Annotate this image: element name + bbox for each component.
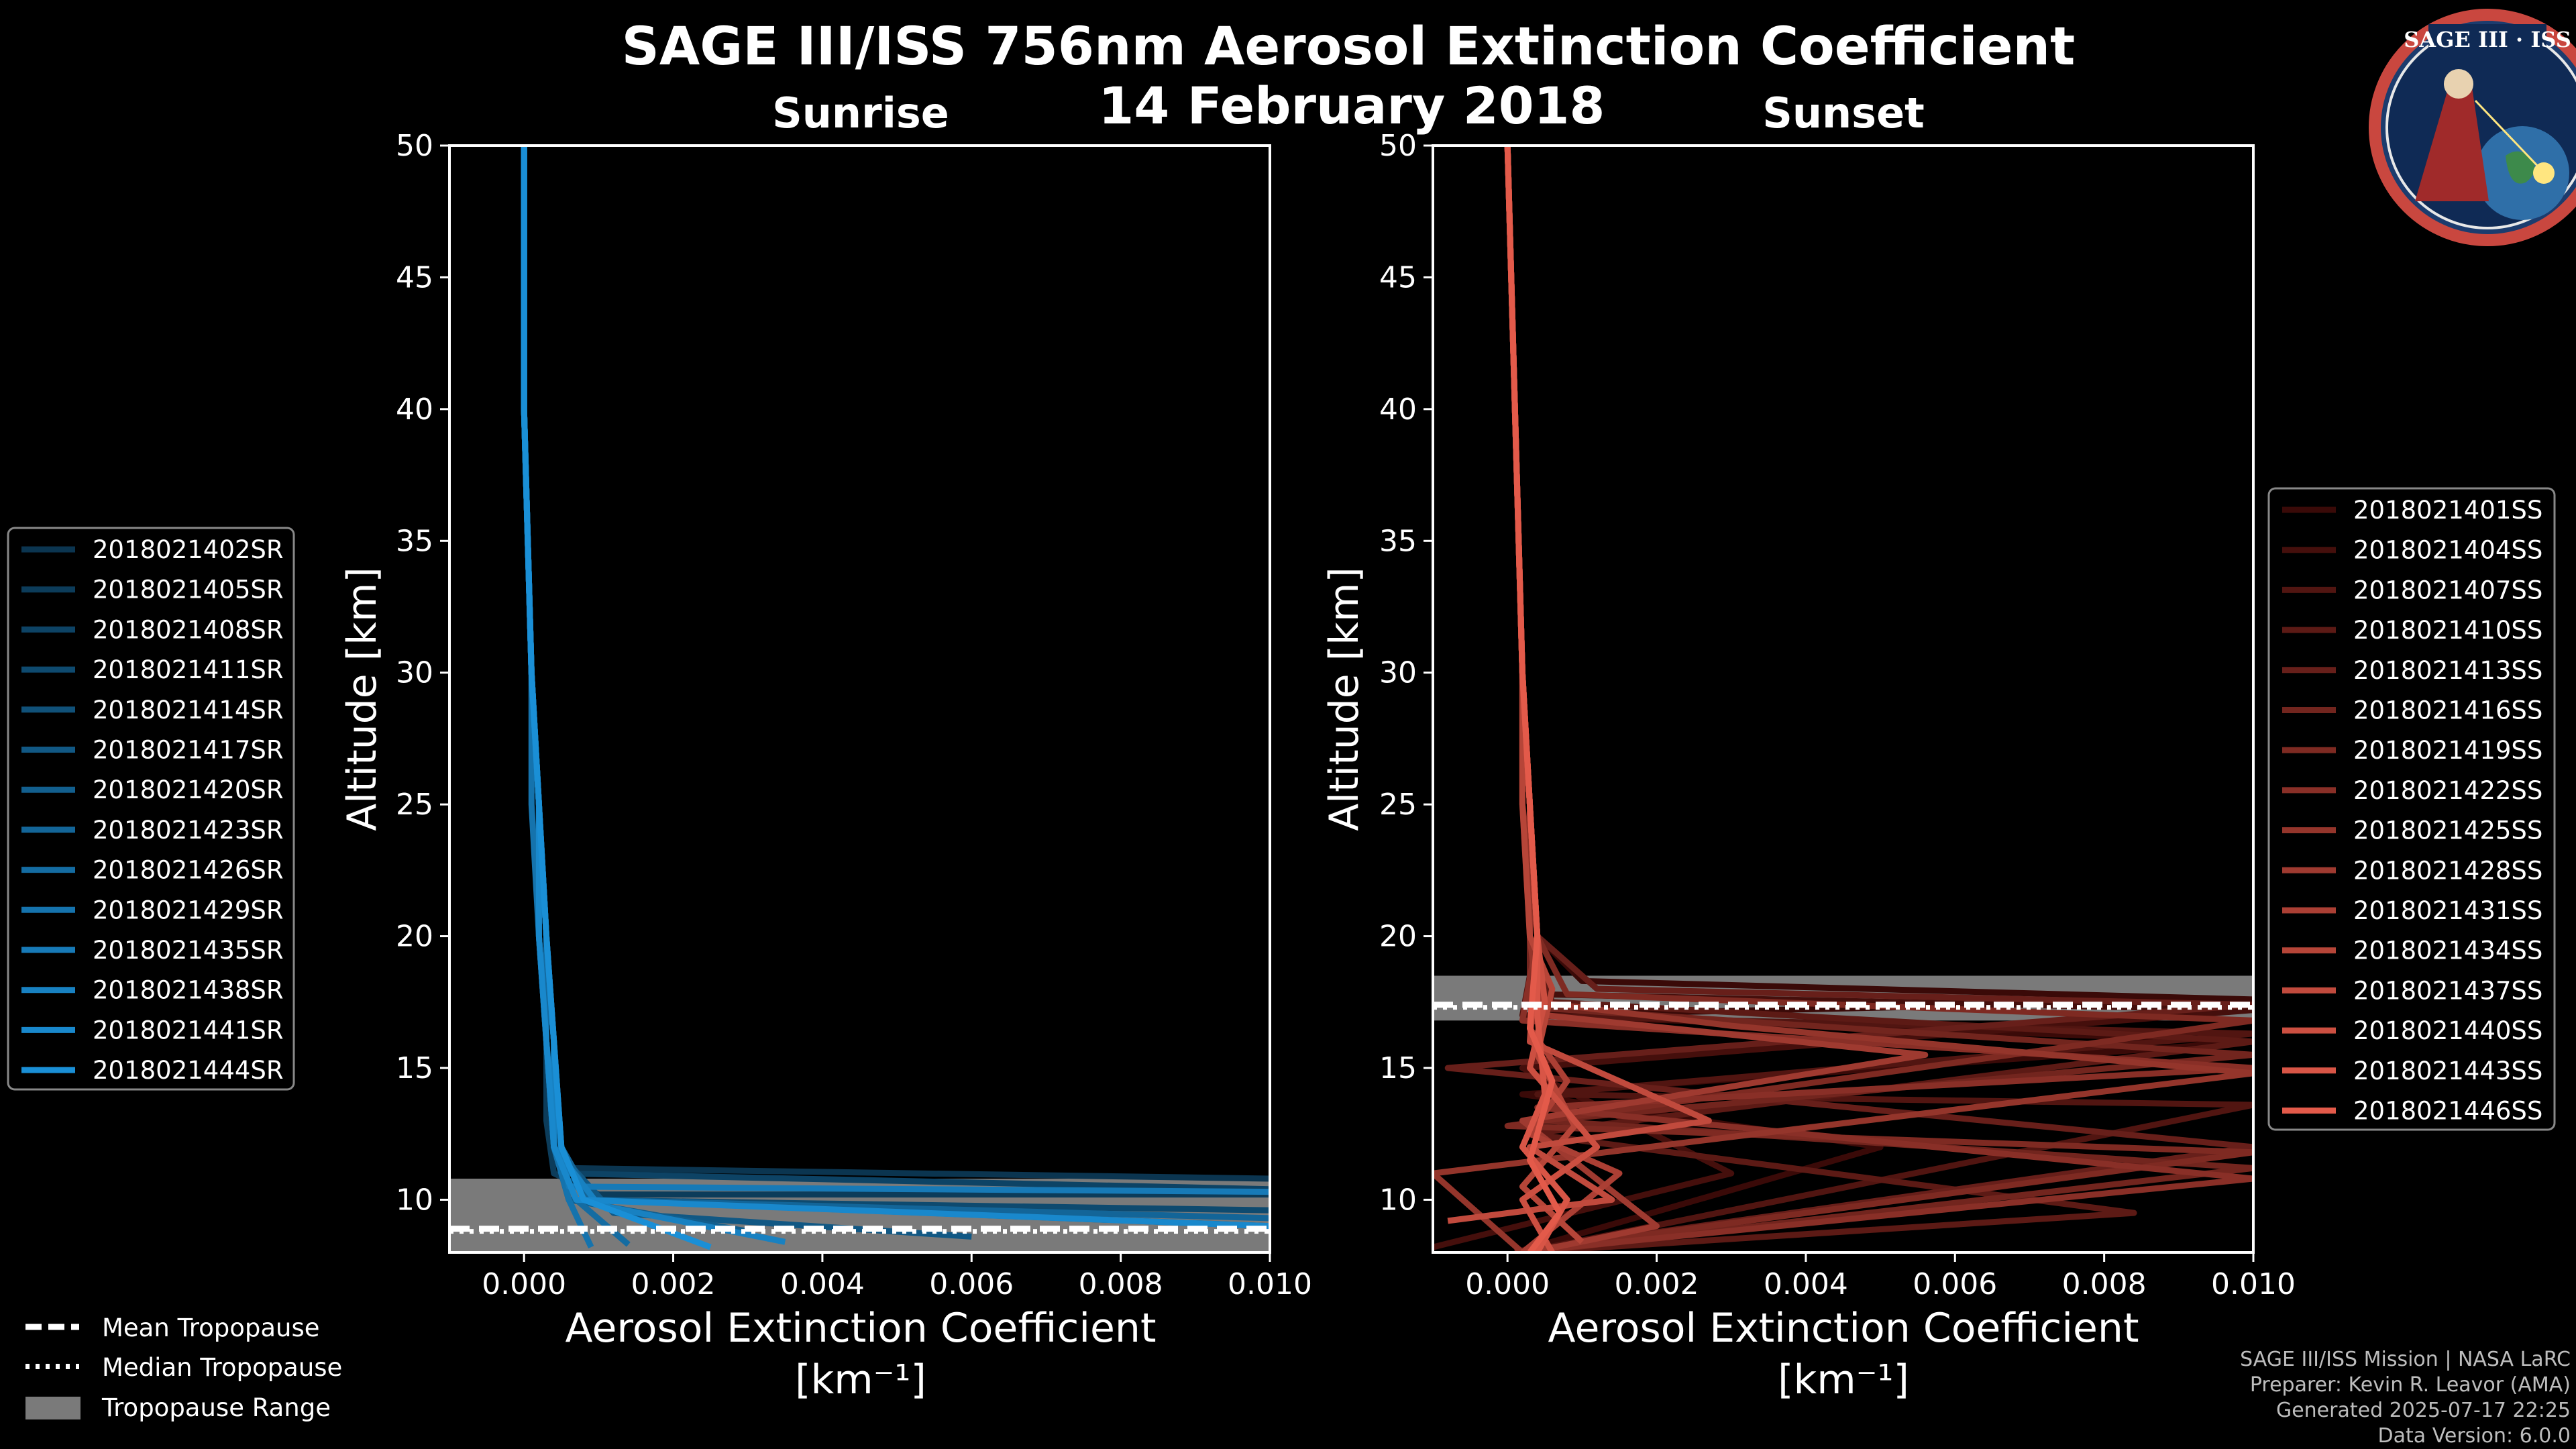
sunrise-panel-title: Sunrise bbox=[772, 89, 949, 138]
sunrise-legend-label: 2018021402SR bbox=[93, 535, 284, 564]
sunrise-legend-label: 2018021417SR bbox=[93, 736, 284, 765]
sunrise-y-tick-label: 40 bbox=[396, 392, 433, 427]
sunset-legend-label: 2018021404SS bbox=[2353, 536, 2542, 565]
credit-preparer: Preparer: Kevin R. Leavor (AMA) bbox=[2250, 1373, 2571, 1397]
sunset-x-axis-units: [km⁻¹] bbox=[1778, 1356, 1909, 1403]
sunrise-y-tick-label: 30 bbox=[396, 656, 433, 690]
sunset-x-tick-label: 0.004 bbox=[1764, 1267, 1848, 1301]
sunrise-y-tick-label: 20 bbox=[396, 920, 433, 954]
sunset-y-tick-label: 25 bbox=[1379, 788, 1417, 822]
sunset-legend-label: 2018021407SS bbox=[2353, 576, 2542, 604]
sunrise-y-tick-label: 35 bbox=[396, 524, 433, 558]
sunrise-y-tick-label: 25 bbox=[396, 788, 433, 822]
sunrise-x-axis-units: [km⁻¹] bbox=[795, 1356, 926, 1403]
sunset-legend-label: 2018021419SS bbox=[2353, 736, 2542, 765]
sunrise-legend-label: 2018021426SR bbox=[93, 856, 284, 885]
mean-tropopause-label: Mean Tropopause bbox=[102, 1313, 320, 1342]
figure-title: SAGE III/ISS 756nm Aerosol Extinction Co… bbox=[622, 17, 2076, 77]
tropopause-range-swatch bbox=[25, 1397, 80, 1419]
sunset-legend-label: 2018021410SS bbox=[2353, 616, 2542, 645]
sunset-legend-label: 2018021416SS bbox=[2353, 696, 2542, 725]
sunset-y-tick-label: 35 bbox=[1379, 524, 1417, 558]
sunset-x-tick-label: 0.006 bbox=[1913, 1267, 1997, 1301]
sunset-legend-label: 2018021446SS bbox=[2353, 1097, 2542, 1126]
sunrise-legend-label: 2018021429SR bbox=[93, 896, 284, 924]
sunrise-x-tick-label: 0.010 bbox=[1228, 1267, 1312, 1301]
sunrise-legend-label: 2018021411SR bbox=[93, 655, 284, 684]
sunset-y-tick-label: 45 bbox=[1379, 260, 1417, 294]
credits: SAGE III/ISS Mission | NASA LaRC Prepare… bbox=[2240, 1348, 2571, 1448]
credit-data-version: Data Version: 6.0.0 bbox=[2378, 1424, 2571, 1448]
sunrise-x-tick-label: 0.002 bbox=[631, 1267, 716, 1301]
sunset-series-2018021446SS bbox=[1504, 146, 1563, 1252]
sunset-legend-label: 2018021413SS bbox=[2353, 656, 2542, 685]
sage-iss-logo: SAGE III · ISS bbox=[2369, 9, 2576, 246]
sunset-legend-label: 2018021422SS bbox=[2353, 776, 2542, 805]
sunset-legend-label: 2018021431SS bbox=[2353, 896, 2542, 925]
sunrise-x-tick-label: 0.000 bbox=[482, 1267, 566, 1301]
sunset-legend-label: 2018021401SS bbox=[2353, 496, 2542, 525]
sunrise-plot-frame bbox=[448, 144, 1271, 1254]
sunrise-x-tick-label: 0.008 bbox=[1079, 1267, 1163, 1301]
sunrise-y-axis-label: Altitude [km] bbox=[339, 567, 386, 831]
credit-mission: SAGE III/ISS Mission | NASA LaRC bbox=[2240, 1348, 2571, 1371]
sunset-y-tick-label: 20 bbox=[1379, 920, 1417, 954]
sunrise-plot: 0.000 0.002 0.004 0.006 0.008 0.010 10 15 20 25 3… bbox=[339, 129, 1312, 1403]
sunrise-plot-area bbox=[449, 146, 1270, 1252]
sunset-legend: 2018021401SS 2018021404SS 2018021407SS 2018… bbox=[2267, 487, 2556, 1131]
sunset-legend-label: 2018021440SS bbox=[2353, 1016, 2542, 1045]
sunrise-x-axis-label: Aerosol Extinction Coefficient bbox=[566, 1305, 1157, 1352]
credit-generated: Generated 2025-07-17 22:25 bbox=[2276, 1399, 2571, 1422]
sunrise-x-tick-label: 0.006 bbox=[929, 1267, 1014, 1301]
sunset-legend-label: 2018021437SS bbox=[2353, 976, 2542, 1005]
sunrise-y-tick-label: 15 bbox=[396, 1051, 433, 1085]
sunset-y-tick-label: 15 bbox=[1379, 1051, 1417, 1085]
sunset-plot-frame bbox=[1432, 144, 2255, 1254]
sunset-plot: 0.000 0.002 0.004 0.006 0.008 0.010 10 15 20 25 3… bbox=[1321, 129, 2296, 1403]
sunset-x-tick-label: 0.002 bbox=[1615, 1267, 1699, 1301]
sunrise-legend-label: 2018021435SR bbox=[93, 936, 284, 965]
sunset-y-axis-label: Altitude [km] bbox=[1321, 567, 1368, 831]
sunset-legend-label: 2018021434SS bbox=[2353, 936, 2542, 965]
sunset-y-tick-label: 50 bbox=[1379, 129, 1417, 163]
sunset-y-tick-label: 40 bbox=[1379, 392, 1417, 427]
sunrise-legend-label: 2018021441SR bbox=[93, 1016, 284, 1044]
sunrise-legend-label: 2018021438SR bbox=[93, 976, 284, 1005]
tropopause-range-label: Tropopause Range bbox=[101, 1393, 331, 1422]
sunset-legend-label: 2018021443SS bbox=[2353, 1057, 2542, 1085]
sunrise-legend-label: 2018021423SR bbox=[93, 816, 284, 845]
sunset-y-tick-label: 10 bbox=[1379, 1183, 1417, 1217]
figure-date: 14 February 2018 bbox=[1099, 76, 1605, 136]
sunrise-legend-label: 2018021408SR bbox=[93, 615, 284, 644]
sunset-legend-label: 2018021428SS bbox=[2353, 856, 2542, 885]
sunrise-legend-label: 2018021405SR bbox=[93, 576, 284, 604]
sunset-x-tick-label: 0.008 bbox=[2062, 1267, 2147, 1301]
sunset-x-axis-label: Aerosol Extinction Coefficient bbox=[1548, 1305, 2139, 1352]
sunrise-x-tick-label: 0.004 bbox=[780, 1267, 865, 1301]
sunrise-legend-label: 2018021444SR bbox=[93, 1056, 284, 1085]
sunrise-y-tick-label: 45 bbox=[396, 260, 433, 294]
median-tropopause-label: Median Tropopause bbox=[102, 1353, 342, 1382]
sunset-x-tick-label: 0.010 bbox=[2211, 1267, 2296, 1301]
sunrise-legend-label: 2018021420SR bbox=[93, 775, 284, 804]
sunset-legend-label: 2018021425SS bbox=[2353, 816, 2542, 845]
sunrise-series-2018021444SR bbox=[521, 146, 712, 1250]
sunset-panel-title: Sunset bbox=[1762, 89, 1925, 138]
sunset-x-tick-label: 0.000 bbox=[1465, 1267, 1550, 1301]
sunset-y-tick-label: 30 bbox=[1379, 656, 1417, 690]
sunrise-legend: 2018021402SR 2018021405SR 2018021408SR 2018… bbox=[7, 527, 295, 1091]
sunrise-y-tick-label: 10 bbox=[396, 1183, 433, 1217]
sunrise-y-tick-label: 50 bbox=[396, 129, 433, 163]
logo-text: SAGE III · ISS bbox=[2404, 27, 2571, 52]
sunrise-legend-label: 2018021414SR bbox=[93, 696, 284, 724]
tropopause-legend: Mean Tropopause Median Tropopause Tropop… bbox=[25, 1313, 342, 1422]
